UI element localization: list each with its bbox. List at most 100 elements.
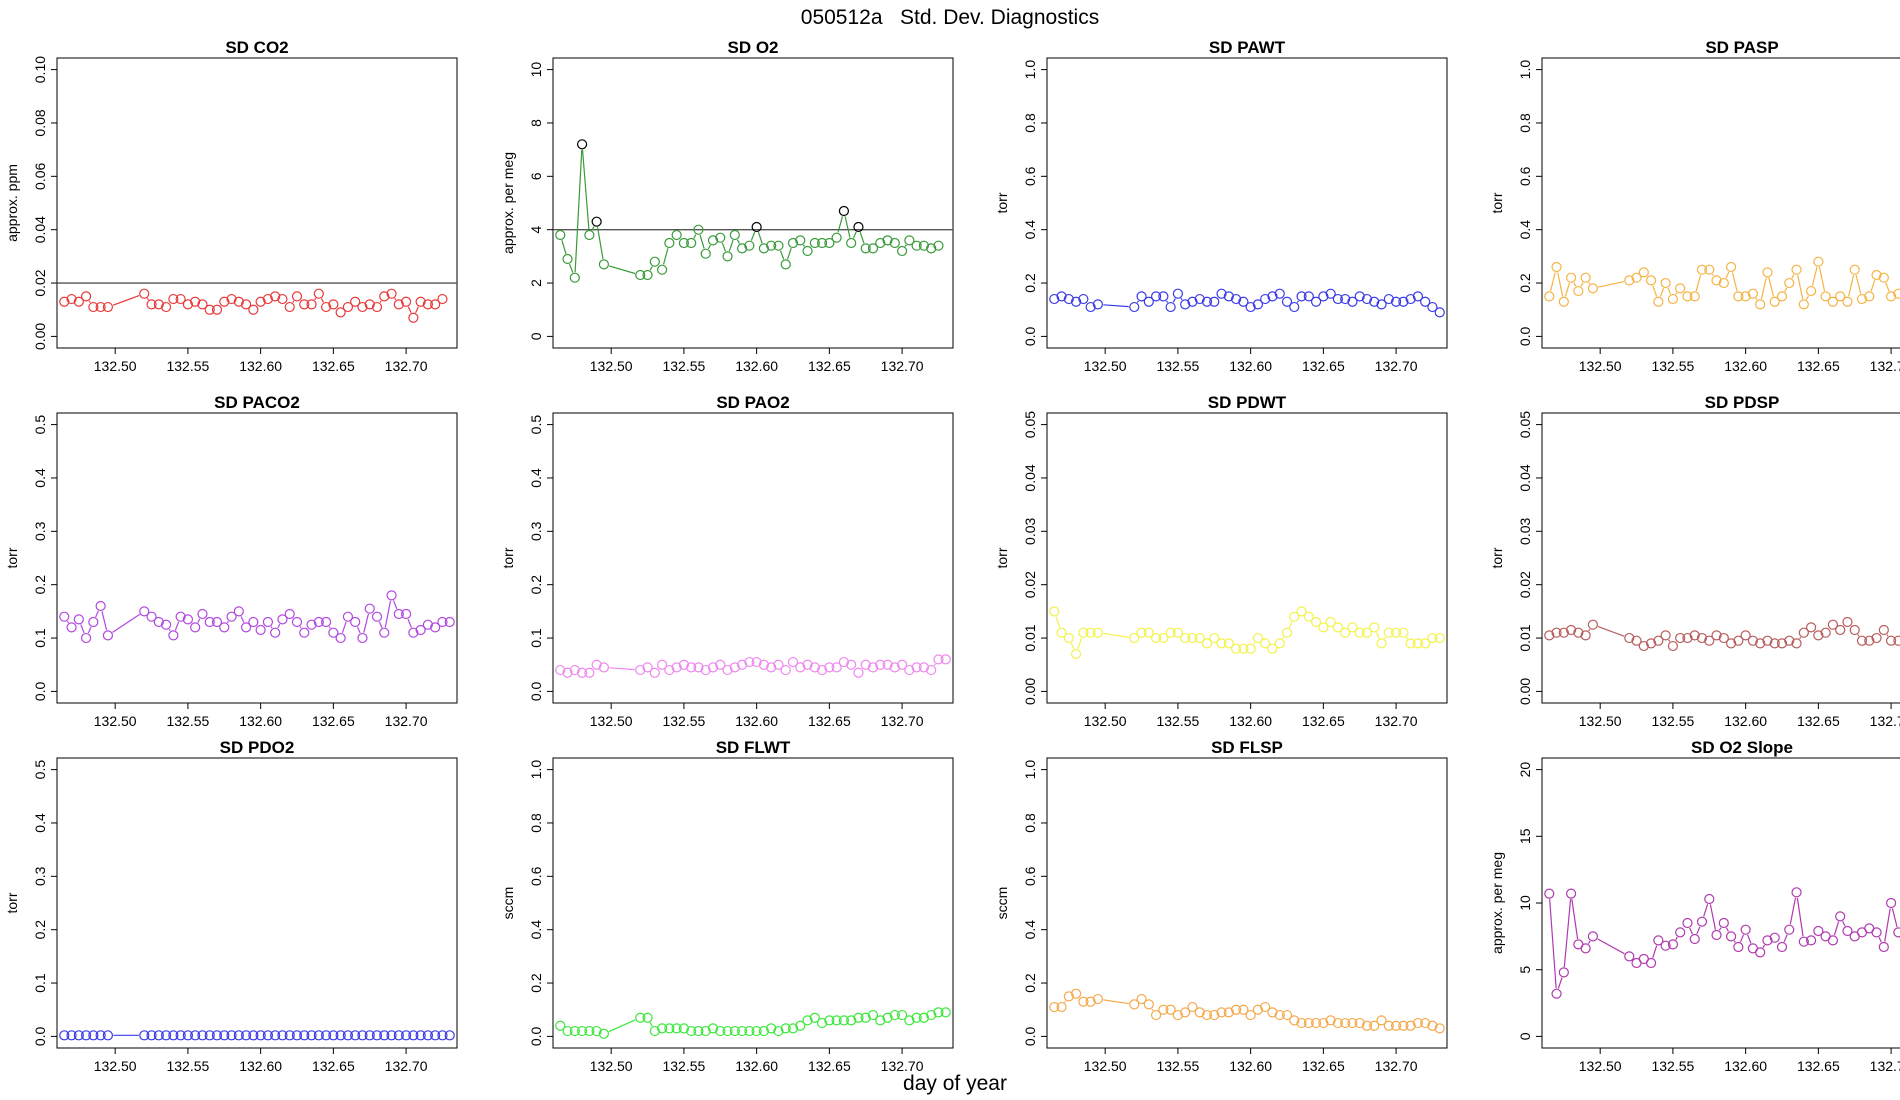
series-segment xyxy=(1136,300,1139,303)
data-point xyxy=(809,662,820,673)
data-point xyxy=(1682,291,1693,302)
data-point xyxy=(1092,627,1104,638)
data-point xyxy=(664,237,675,249)
data-point xyxy=(102,630,114,641)
data-point xyxy=(816,237,828,249)
y-axis-label: torr xyxy=(994,547,1010,568)
data-point xyxy=(1070,648,1082,660)
data-point xyxy=(1201,638,1213,649)
data-point xyxy=(787,237,799,249)
data-point xyxy=(1689,291,1700,302)
data-point xyxy=(1820,627,1831,638)
data-point xyxy=(1805,935,1817,946)
x-tick-label: 132.60 xyxy=(239,358,282,374)
series-segment xyxy=(1588,628,1591,632)
data-point xyxy=(1427,301,1438,313)
x-tick-label: 132.65 xyxy=(808,713,851,729)
data-point xyxy=(1580,943,1591,954)
data-point xyxy=(678,237,690,249)
data-point xyxy=(809,1012,820,1023)
data-point xyxy=(364,299,375,310)
data-point xyxy=(364,1030,375,1041)
data-point xyxy=(1645,638,1657,649)
data-point xyxy=(80,632,92,644)
data-point xyxy=(787,1023,799,1034)
y-tick-label: 0.01 xyxy=(1022,624,1038,651)
series-segment xyxy=(1878,937,1882,943)
data-point xyxy=(1762,267,1773,278)
y-tick-label: 0.6 xyxy=(1022,166,1038,186)
x-tick-label: 132.65 xyxy=(312,713,355,729)
chart-panel-1: SD CO2 approx. ppm 0.00 0.02 0.04 0.06 0.08 0.1… xyxy=(4,38,458,374)
panel-title: SD FLWT xyxy=(716,738,791,757)
data-point xyxy=(1849,264,1860,275)
data-point xyxy=(291,616,303,628)
data-point xyxy=(1281,1009,1293,1021)
data-point xyxy=(277,1030,288,1041)
data-point xyxy=(1376,299,1387,310)
data-point xyxy=(342,301,354,313)
plot-frame xyxy=(56,57,458,349)
data-point xyxy=(1871,632,1882,644)
series-segment xyxy=(1103,632,1129,638)
data-point xyxy=(1303,611,1314,622)
data-point xyxy=(1129,632,1140,644)
panel-title: SD FLSP xyxy=(1211,738,1283,757)
x-tick-label: 132.65 xyxy=(1797,713,1840,729)
series-segment xyxy=(1557,977,1563,989)
data-point xyxy=(226,293,237,305)
data-point xyxy=(1216,638,1227,649)
y-tick-label: 0.2 xyxy=(528,575,544,595)
data-point xyxy=(1325,288,1336,299)
x-tick-label: 132.55 xyxy=(1651,713,1694,729)
data-point xyxy=(1653,296,1664,307)
data-point xyxy=(1274,638,1285,649)
data-point xyxy=(838,1015,850,1026)
data-point xyxy=(320,1030,332,1041)
data-point xyxy=(584,229,595,241)
data-point xyxy=(904,235,915,246)
y-tick-label: 0.4 xyxy=(32,813,48,833)
data-point xyxy=(66,622,77,633)
series-segment xyxy=(356,626,361,634)
data-point xyxy=(1245,301,1256,313)
series-segment xyxy=(1573,282,1577,287)
data-point xyxy=(371,301,383,313)
data-point xyxy=(555,664,566,676)
data-point xyxy=(204,1030,215,1041)
data-point xyxy=(430,1030,441,1041)
y-tick-label: 0.2 xyxy=(32,920,48,940)
data-point xyxy=(824,237,835,249)
data-point xyxy=(1784,277,1795,289)
data-point xyxy=(1798,627,1809,638)
data-point xyxy=(1893,927,1900,938)
x-tick-label: 132.55 xyxy=(1651,1058,1694,1074)
data-point xyxy=(773,240,784,251)
data-point xyxy=(656,659,668,670)
series-segment xyxy=(1253,642,1256,645)
data-point xyxy=(933,240,944,251)
x-tick-label: 132.70 xyxy=(1870,713,1900,729)
y-tick-label: 0.5 xyxy=(32,415,48,435)
data-point xyxy=(853,221,864,233)
data-point xyxy=(1842,925,1853,937)
data-point xyxy=(1725,638,1737,649)
data-point xyxy=(182,614,194,625)
data-point xyxy=(751,656,762,668)
data-point xyxy=(1158,632,1169,644)
data-point xyxy=(415,296,426,307)
data-point xyxy=(1267,291,1278,302)
panel-title: SD PDO2 xyxy=(220,738,295,757)
series-segment xyxy=(1172,298,1176,303)
series-segment xyxy=(1768,277,1774,297)
series-segment xyxy=(1799,636,1802,640)
series-segment xyxy=(101,611,108,631)
data-point xyxy=(838,205,850,217)
x-tick-label: 132.60 xyxy=(735,713,778,729)
series-segment xyxy=(1695,274,1702,292)
series-segment xyxy=(1833,921,1840,936)
data-point xyxy=(1776,941,1788,953)
data-point xyxy=(386,1030,397,1041)
data-point xyxy=(1172,1009,1184,1021)
data-point xyxy=(1252,632,1264,644)
